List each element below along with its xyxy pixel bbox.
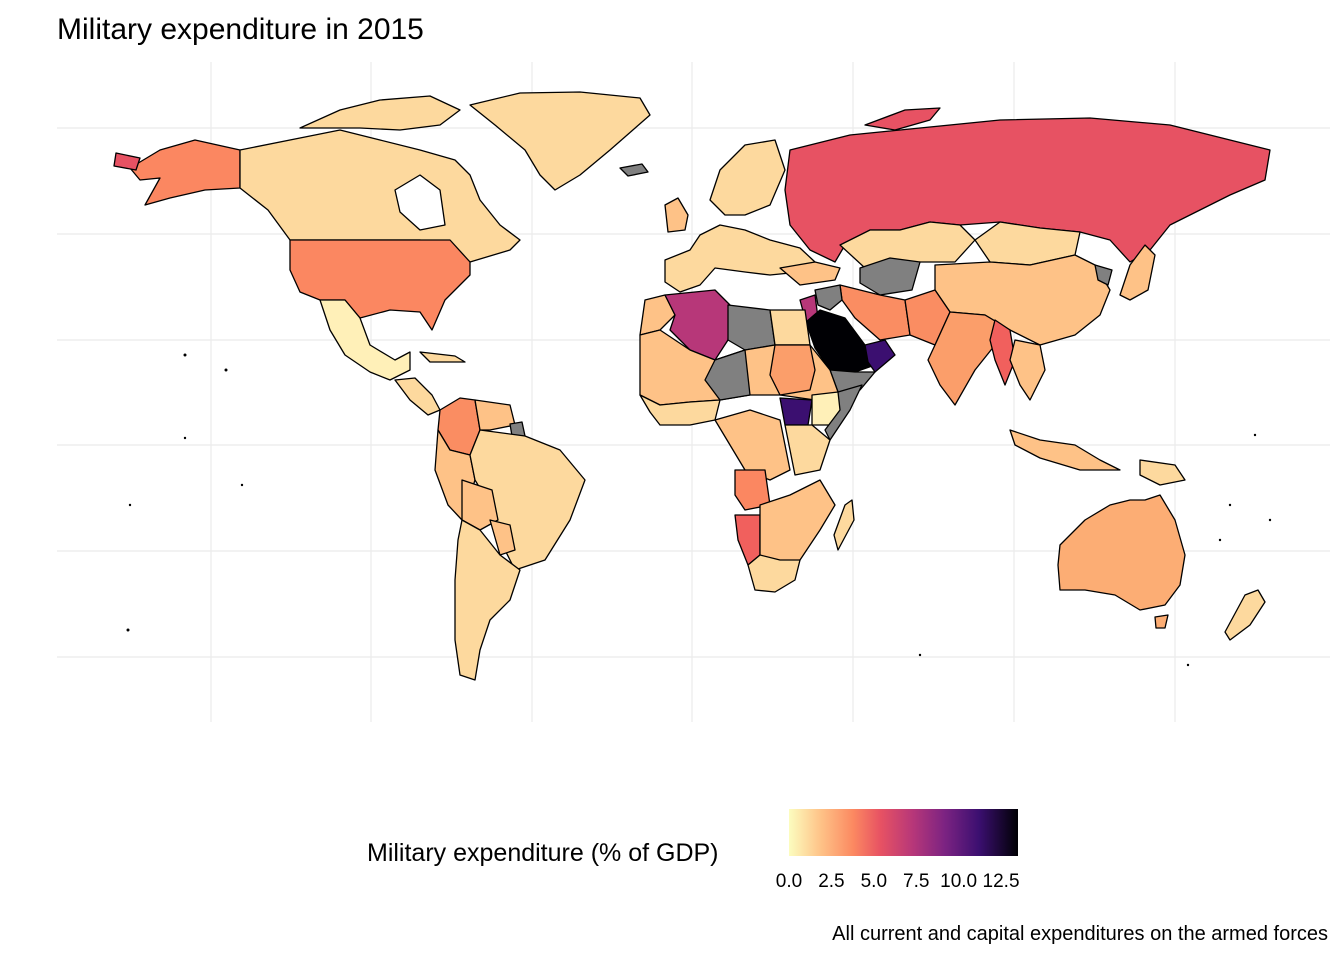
region-greenland (469, 91, 651, 191)
hudson-bay (394, 174, 446, 231)
legend-tick-label: 0.0 (775, 871, 803, 892)
legend-tick-label: 5.0 (860, 871, 888, 892)
legend-title: Military expenditure (% of GDP) (367, 839, 719, 867)
legend-tick-label: 10.0 (940, 871, 978, 892)
region-central-america (394, 377, 441, 416)
region-india (927, 311, 1011, 406)
region-angola (734, 469, 771, 511)
region-turkmenistan-uzbekistan (859, 257, 921, 296)
region-madagascar (833, 499, 855, 551)
region-east-africa (784, 424, 831, 476)
small-islands (126, 353, 1272, 667)
region-turkey (779, 261, 841, 286)
region-chile-argentina (454, 519, 521, 681)
region-egypt (769, 309, 811, 346)
region-tasmania (1154, 614, 1169, 629)
region-chukotka-tip (113, 152, 141, 171)
region-paraguay (489, 519, 516, 556)
caption: All current and capital expenditures on … (832, 923, 1328, 945)
legend-tick-label: 7.5 (903, 871, 930, 892)
region-canada (239, 129, 521, 263)
legend-color-bar (789, 809, 1018, 856)
region-australia (1057, 494, 1186, 611)
region-new-guinea (1139, 459, 1186, 486)
region-southeast-asia (1009, 339, 1046, 401)
region-western-europe (664, 224, 816, 293)
region-new-zealand (1224, 589, 1266, 641)
legend-tick-label: 12.5 (982, 871, 1020, 892)
region-bolivia (461, 479, 499, 531)
region-oman (864, 339, 896, 373)
region-chad (704, 349, 751, 401)
legend-tick-label: 2.5 (818, 871, 845, 892)
region-syria-iraq (814, 284, 843, 311)
region-venezuela (474, 399, 516, 431)
region-iran (839, 284, 911, 341)
region-scandinavia (709, 139, 786, 216)
region-central-africa (714, 409, 791, 481)
region-libya (727, 304, 776, 351)
region-south-africa (747, 554, 801, 593)
region-myanmar (989, 319, 1016, 386)
region-united-states (289, 239, 471, 331)
region-mexico (319, 299, 411, 381)
map-title: Military expenditure in 2015 (57, 13, 424, 46)
region-cuba (419, 351, 466, 363)
region-north-korea (1094, 264, 1113, 286)
region-sudan (769, 344, 816, 396)
region-indonesia (1009, 429, 1121, 471)
region-novaya-zemlya (864, 107, 941, 131)
region-uk (664, 197, 689, 233)
region-russia (784, 117, 1271, 263)
region-morocco (639, 294, 676, 336)
region-canada-islands (299, 95, 461, 131)
region-alaska (129, 139, 241, 206)
region-svalbard (619, 163, 649, 177)
region-japan (1119, 244, 1156, 301)
region-south-sudan (779, 397, 813, 426)
